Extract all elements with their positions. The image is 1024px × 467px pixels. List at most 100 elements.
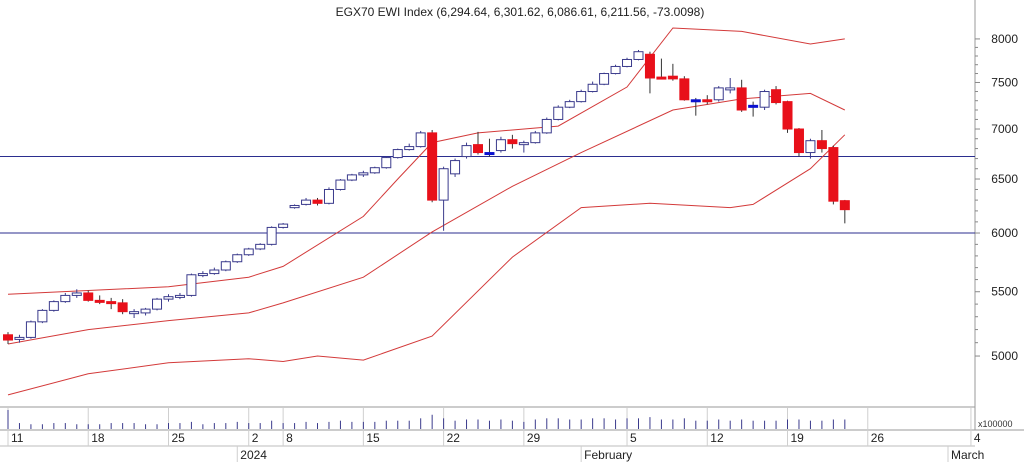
candle-body — [587, 83, 598, 93]
candle — [564, 99, 575, 109]
candle-body — [415, 132, 426, 148]
candle-body — [427, 132, 438, 201]
candle — [94, 295, 105, 305]
candle — [541, 117, 552, 134]
candle — [667, 63, 678, 81]
candle — [14, 334, 25, 343]
y-tick-label-5500: 5500 — [991, 285, 1018, 299]
y-tick-label-7500: 7500 — [991, 75, 1018, 89]
candle — [186, 273, 197, 297]
candle-body — [576, 91, 587, 103]
candle — [140, 307, 151, 316]
candle-body — [174, 294, 185, 298]
candle-body — [541, 118, 552, 134]
candle-body — [323, 188, 334, 204]
candle — [415, 130, 426, 148]
date-label-7: 29 — [527, 431, 541, 445]
candlesticks — [3, 49, 850, 344]
candle-body — [129, 311, 140, 315]
candle — [805, 138, 816, 159]
candle-body — [301, 199, 312, 205]
candle — [25, 320, 36, 339]
candle-body — [782, 101, 793, 130]
candle-body — [381, 157, 392, 169]
candle-body — [140, 308, 151, 314]
candle-body — [644, 53, 655, 79]
candle-body — [461, 145, 472, 158]
candle-body — [690, 99, 701, 103]
month-label-February: February — [584, 448, 632, 462]
candle — [220, 260, 231, 272]
candle — [392, 148, 403, 159]
candle — [782, 100, 793, 133]
y-tick-label-6500: 6500 — [991, 172, 1018, 186]
date-label-5: 15 — [366, 431, 380, 445]
candle-body — [771, 89, 782, 104]
candle-body — [117, 302, 128, 313]
candle-body — [37, 309, 48, 323]
candle — [622, 57, 633, 68]
candle-body — [839, 200, 850, 211]
candle-body — [335, 179, 346, 190]
candle — [690, 97, 701, 116]
y-tick-label-8000: 8000 — [991, 32, 1018, 46]
candle — [358, 170, 369, 177]
candle — [736, 79, 747, 112]
candle — [83, 290, 94, 302]
candle-body — [404, 146, 415, 151]
candle — [553, 105, 564, 121]
candle-body — [369, 167, 380, 174]
date-label-9: 12 — [710, 431, 724, 445]
candle — [725, 77, 736, 94]
y-tick-label-7000: 7000 — [991, 122, 1018, 136]
candle-body — [736, 87, 747, 111]
volume-unit-label: x100000 — [978, 419, 1013, 429]
candle — [71, 289, 82, 298]
candle — [174, 292, 185, 300]
candle-body — [358, 172, 369, 176]
candle — [404, 143, 415, 151]
candle-body — [209, 269, 220, 275]
date-label-12: 4 — [974, 431, 981, 445]
candle-body — [94, 299, 105, 303]
candle — [117, 299, 128, 315]
candle-body — [816, 140, 827, 150]
candle-body — [518, 142, 529, 146]
candle — [3, 332, 13, 344]
candle-body — [622, 58, 633, 67]
candle — [312, 197, 323, 206]
candle-body — [438, 168, 449, 201]
candle-body — [599, 73, 610, 85]
candle — [60, 292, 71, 303]
candle-body — [679, 78, 690, 101]
candle — [828, 145, 839, 205]
candle — [507, 134, 518, 149]
date-label-4: 8 — [286, 431, 293, 445]
candle-body — [656, 76, 667, 80]
candle — [438, 166, 449, 231]
candle-body — [186, 274, 197, 296]
candle — [152, 297, 163, 311]
candle-body — [106, 301, 117, 305]
candle-body — [507, 139, 518, 145]
candle-body — [278, 223, 289, 228]
candle-body — [702, 99, 713, 103]
date-label-6: 22 — [447, 431, 461, 445]
candle — [427, 129, 438, 203]
candle — [816, 129, 827, 153]
candle-body — [220, 261, 231, 271]
date-label-3: 2 — [252, 431, 259, 445]
candle-body — [805, 140, 816, 154]
date-label-2: 25 — [171, 431, 185, 445]
candle — [461, 142, 472, 159]
candle — [289, 204, 300, 209]
candle-body — [450, 160, 461, 175]
candle — [255, 243, 266, 251]
date-axis: 111825281522295121926411182512024Februar… — [11, 431, 984, 462]
candle — [163, 294, 174, 302]
candle-body — [553, 106, 564, 120]
candle — [450, 158, 461, 177]
candle — [633, 49, 644, 61]
candle — [301, 197, 312, 206]
